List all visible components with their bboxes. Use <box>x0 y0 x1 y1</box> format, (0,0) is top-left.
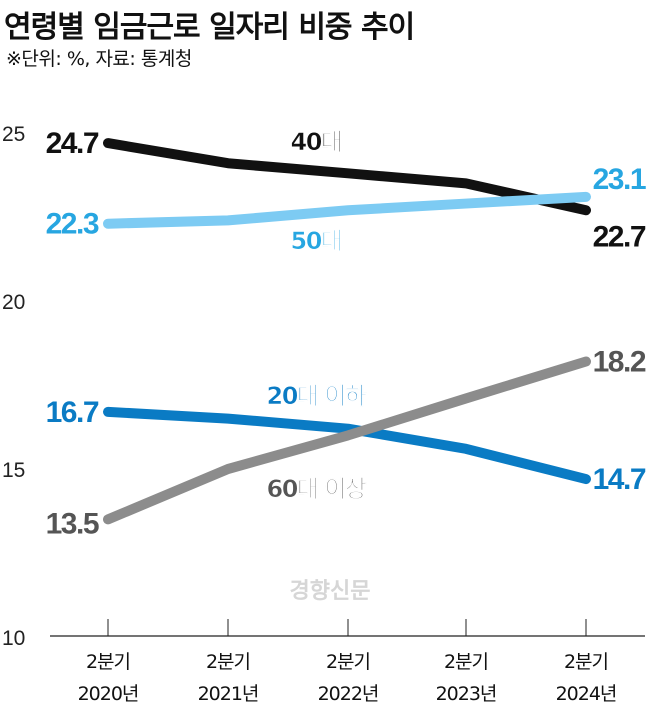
x-tick-label: 2022년 <box>318 683 379 705</box>
y-tick-label: 25 <box>2 123 25 146</box>
data-label-start: 16.7 <box>46 396 99 429</box>
x-tick-label: 2020년 <box>78 683 139 705</box>
series-name-label: 50대 <box>291 227 342 255</box>
y-tick-label: 10 <box>2 627 25 650</box>
chart-subtitle: ※단위: %, 자료: 통계청 <box>6 48 192 70</box>
x-tick-label: 2024년 <box>556 683 617 705</box>
chart-title: 연령별 임금근로 일자리 비중 추이 <box>4 10 415 45</box>
series-name-label: 40대 <box>291 128 342 156</box>
y-tick-label: 20 <box>2 291 25 314</box>
x-tick-label: 2023년 <box>436 683 497 705</box>
data-label-end: 23.1 <box>593 163 646 196</box>
x-tick-label: 2021년 <box>198 683 259 705</box>
y-tick-label: 15 <box>2 459 25 482</box>
x-tick-label: 2분기 <box>444 651 488 673</box>
x-tick-label: 2분기 <box>86 651 130 673</box>
data-label-end: 18.2 <box>593 345 646 378</box>
data-label-start: 24.7 <box>46 127 99 160</box>
watermark-logo: 경향신문 <box>290 579 371 604</box>
series-line-2 <box>103 406 591 485</box>
series-name-label: 20대 이하 <box>267 382 367 410</box>
series-line-1 <box>103 191 591 229</box>
data-label-start: 22.3 <box>46 208 99 241</box>
x-tick-label: 2분기 <box>326 651 370 673</box>
x-tick-label: 2분기 <box>564 651 608 673</box>
x-tick-label: 2분기 <box>206 651 250 673</box>
data-label-end: 14.7 <box>593 463 646 496</box>
series-name-label: 60대 이상 <box>267 475 367 503</box>
data-label-start: 13.5 <box>46 507 99 540</box>
data-label-end: 22.7 <box>593 220 646 253</box>
